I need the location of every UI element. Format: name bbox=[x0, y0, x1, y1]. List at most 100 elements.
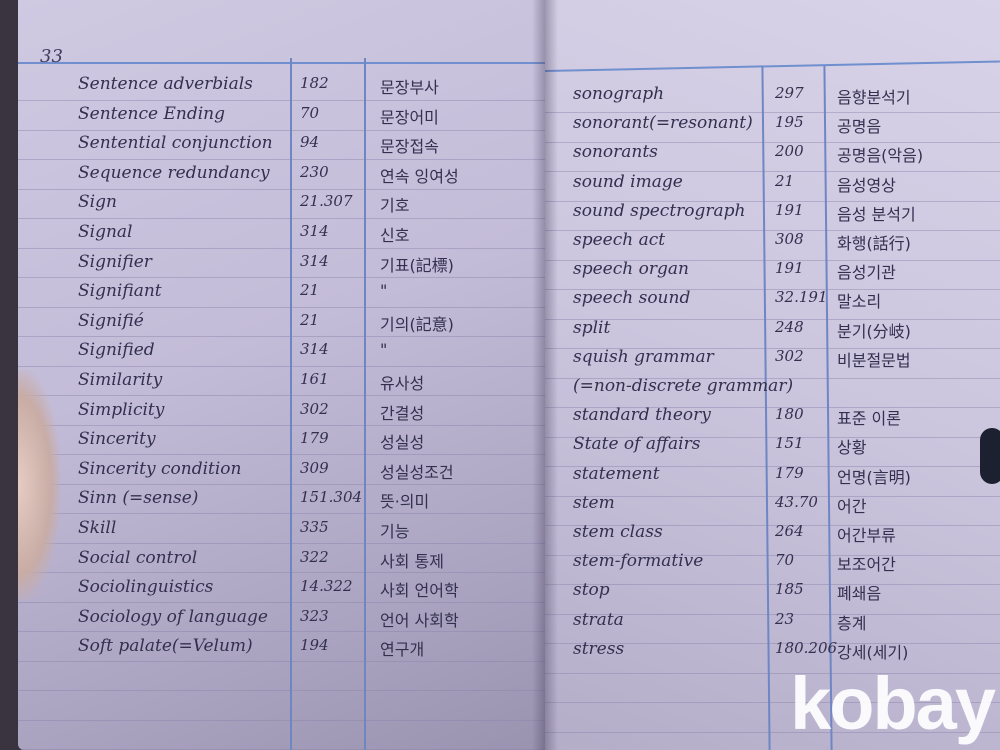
entry-term: Sociology of language bbox=[78, 606, 268, 627]
ruled-line bbox=[18, 454, 545, 455]
ruled-line bbox=[545, 466, 1000, 467]
glossary-entry: Similarity 161 유사성 bbox=[18, 370, 545, 398]
ruled-line bbox=[545, 318, 1000, 320]
ruled-line bbox=[545, 289, 1000, 290]
entry-page: 185 bbox=[775, 580, 804, 599]
entry-page: 323 bbox=[300, 606, 329, 625]
ruled-line bbox=[18, 719, 545, 721]
ruled-line bbox=[18, 129, 545, 131]
entry-term: sound spectrograph bbox=[573, 200, 746, 221]
ruled-line bbox=[18, 218, 545, 219]
entry-term: Similarity bbox=[78, 370, 163, 390]
entry-term: stop bbox=[573, 580, 610, 601]
ruled-line bbox=[545, 230, 1000, 231]
ruled-line bbox=[18, 365, 545, 367]
entry-page: 335 bbox=[300, 518, 329, 536]
entry-term: Soft palate(=Velum) bbox=[78, 636, 253, 657]
glossary-entry: Signifiant 21 " bbox=[18, 281, 545, 309]
entry-term: Social control bbox=[78, 547, 198, 568]
entry-korean: 유사성 bbox=[380, 374, 425, 393]
glossary-entry: sound spectrograph 191 음성 분석기 bbox=[545, 201, 1000, 229]
entry-korean: 보조어간 bbox=[837, 555, 896, 575]
entry-page: 264 bbox=[775, 522, 804, 540]
ruled-line bbox=[18, 542, 545, 544]
entry-korean: 기의(記意) bbox=[380, 314, 454, 334]
entry-korean: 기표(記標) bbox=[380, 255, 454, 275]
entry-korean: 뜻·의미 bbox=[380, 492, 430, 512]
entry-page: 297 bbox=[775, 84, 804, 102]
entry-korean: 화행(話行) bbox=[837, 234, 911, 253]
entry-term: Sentence adverbials bbox=[78, 74, 253, 94]
entry-term: sound image bbox=[573, 171, 683, 192]
entry-page: 302 bbox=[775, 346, 804, 365]
entry-term: Sociolinguistics bbox=[78, 577, 214, 598]
glossary-entry: Sincerity condition 309 성실성조건 bbox=[18, 459, 545, 487]
entry-page: 195 bbox=[775, 113, 804, 132]
entry-page: 322 bbox=[300, 547, 329, 566]
entry-page: 21 bbox=[775, 171, 795, 190]
glossary-entry: stem 43.70 어간 bbox=[545, 493, 1000, 521]
column-divider bbox=[290, 58, 292, 750]
glossary-entry: sound image 21 음성영상 bbox=[545, 172, 1000, 200]
ruled-line bbox=[545, 554, 1000, 556]
header-rule bbox=[18, 62, 545, 64]
entry-korean: 문장어미 bbox=[380, 107, 439, 127]
entry-term: State of affairs bbox=[573, 434, 701, 455]
glossary-entry: Skill 335 기능 bbox=[18, 518, 545, 546]
entry-page: 308 bbox=[775, 230, 804, 248]
header-rule bbox=[545, 60, 1000, 72]
entry-korean: 성실성조건 bbox=[380, 462, 454, 482]
glossary-entry: speech act 308 화행(話行) bbox=[545, 230, 1000, 258]
glossary-entry: Soft palate(=Velum) 194 연구개 bbox=[18, 636, 545, 664]
entry-page: 230 bbox=[300, 162, 329, 181]
ruled-line bbox=[545, 436, 1000, 438]
glossary-entry: Signal 314 신호 bbox=[18, 222, 545, 250]
entry-page: 179 bbox=[300, 429, 329, 448]
ruled-line bbox=[545, 407, 1000, 408]
entry-korean: 성실성 bbox=[380, 433, 425, 453]
ruled-line bbox=[545, 731, 1000, 733]
ruled-line bbox=[18, 100, 545, 101]
entry-korean: 음성영상 bbox=[837, 175, 896, 195]
glossary-entry: statement 179 언명(言明) bbox=[545, 464, 1000, 492]
entry-term: Sincerity condition bbox=[78, 458, 242, 479]
entry-term: stem-formative bbox=[573, 551, 704, 572]
entry-korean: 사회 통제 bbox=[380, 551, 444, 571]
entry-page: 182 bbox=[300, 74, 329, 92]
ruled-line bbox=[545, 348, 1000, 349]
ruled-line bbox=[18, 631, 545, 632]
ruled-line bbox=[18, 660, 545, 662]
column-divider bbox=[364, 58, 366, 750]
entry-korean: 어간 bbox=[837, 496, 867, 516]
glossary-entry: split 248 분기(分岐) bbox=[545, 318, 1000, 346]
entry-term: Sign bbox=[78, 192, 117, 213]
ruled-line bbox=[545, 112, 1000, 113]
entry-korean: 강세(세기) bbox=[837, 642, 909, 662]
entry-korean: 폐쇄음 bbox=[837, 584, 882, 604]
glossary-entry: Sequence redundancy 230 연속 잉여성 bbox=[18, 163, 545, 191]
entry-page: 200 bbox=[775, 142, 804, 161]
entry-page: 314 bbox=[300, 340, 329, 359]
entry-korean: 어간부류 bbox=[837, 526, 896, 545]
glossary-entry: Sign 21.307 기호 bbox=[18, 192, 545, 220]
ruled-line bbox=[18, 159, 545, 160]
entry-term: Sentence Ending bbox=[78, 103, 225, 124]
ruled-line bbox=[545, 171, 1000, 172]
entry-term: stem bbox=[573, 492, 615, 513]
entry-term: speech sound bbox=[573, 288, 691, 309]
entry-korean: 문장부사 bbox=[380, 78, 439, 97]
entry-term: Sentential conjunction bbox=[78, 133, 273, 154]
glossary-entry: standard theory 180 표준 이론 bbox=[545, 405, 1000, 433]
entry-term: Signifier bbox=[78, 251, 152, 272]
entry-korean: 음성 분석기 bbox=[837, 204, 916, 224]
entry-korean: 언명(言明) bbox=[837, 467, 911, 487]
entry-term: Signified bbox=[78, 340, 155, 361]
glossary-entry: stem-formative 70 보조어간 bbox=[545, 551, 1000, 579]
entry-term: Signal bbox=[78, 222, 133, 242]
entry-page: 179 bbox=[775, 463, 804, 482]
entry-page: 70 bbox=[775, 551, 795, 570]
entry-term: sonorant(=resonant) bbox=[573, 113, 753, 134]
entry-term: stress bbox=[573, 638, 625, 659]
entry-term: split bbox=[573, 317, 611, 338]
glossary-entry: (=non-discrete grammar) bbox=[545, 376, 1000, 404]
